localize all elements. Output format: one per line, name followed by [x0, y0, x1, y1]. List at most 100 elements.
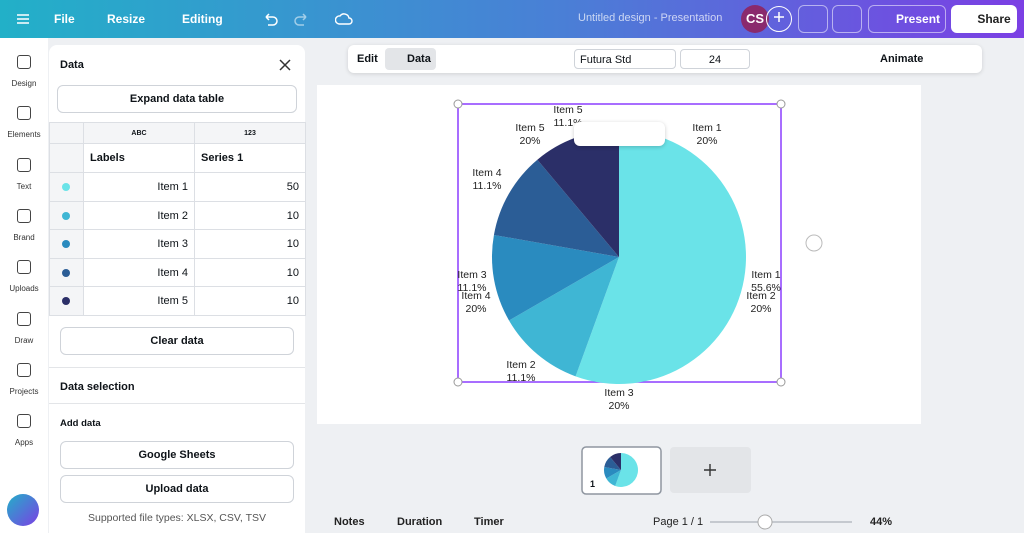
- table-cell: 50: [194, 172, 306, 202]
- thumbnail-slice: [615, 453, 638, 487]
- pie-slice: [493, 159, 619, 257]
- sidebar-label[interactable]: Projects: [9, 386, 39, 396]
- pie-label-value: 11.1%: [507, 372, 536, 384]
- share-button[interactable]: Share: [951, 5, 1017, 33]
- table-cell: 10: [194, 229, 306, 259]
- clear-button[interactable]: Clear data: [60, 327, 294, 355]
- resize-menu[interactable]: Resize: [107, 12, 146, 26]
- series-color: [62, 211, 70, 220]
- pie-slice: [509, 257, 619, 377]
- pie-label-name: Item 3: [457, 269, 486, 281]
- sidebar-label[interactable]: Elements: [7, 130, 41, 140]
- rotate-handle[interactable]: [805, 234, 823, 252]
- add-icon: [704, 464, 716, 476]
- pie-label-name: Item 1: [751, 269, 780, 281]
- table-cell: Item 1: [83, 172, 195, 202]
- upload-button[interactable]: Upload data: [60, 475, 294, 503]
- sidebar-icon[interactable]: [17, 362, 31, 377]
- close-button[interactable]: [279, 59, 291, 71]
- magic-button[interactable]: [7, 494, 39, 526]
- pie-label-value: 20%: [465, 303, 486, 315]
- table-cell: Item 5: [83, 286, 195, 316]
- timer-button[interactable]: Timer: [474, 516, 504, 528]
- pie-slice: [491, 234, 619, 321]
- avatar[interactable]: CS: [741, 5, 769, 33]
- pie-label-name: Item 2: [506, 359, 535, 371]
- pie-label-name: Item 1: [692, 122, 721, 134]
- sidebar-icon[interactable]: [17, 414, 31, 429]
- section-title: Data selection: [60, 381, 135, 393]
- pie-label-name: Item 5: [515, 122, 544, 134]
- table-cell: 10: [194, 286, 306, 316]
- section-title: Add data: [60, 418, 101, 429]
- series-color: [62, 297, 70, 305]
- pie-label-value: 20%: [696, 135, 717, 147]
- sidebar-icon[interactable]: [17, 311, 31, 326]
- cloud-icon[interactable]: [335, 11, 353, 27]
- element-toolbar: [574, 122, 665, 146]
- duration-button[interactable]: Duration: [397, 516, 443, 528]
- zoom-level[interactable]: 44%: [870, 516, 893, 528]
- google-sheets-button[interactable]: Google Sheets: [60, 441, 294, 469]
- resize-handle[interactable]: [776, 377, 786, 387]
- series-color: [62, 183, 70, 191]
- expand-button[interactable]: Expand data table: [57, 85, 297, 113]
- thumbnail-slice: [606, 470, 621, 486]
- sidebar-label[interactable]: Design: [11, 79, 37, 88]
- page-number: 1: [590, 479, 596, 489]
- pie-label-name: Item 5: [553, 104, 582, 116]
- pie-label-value: 20%: [750, 303, 771, 315]
- table-cell: [49, 286, 84, 316]
- font-selector[interactable]: Futura Std: [574, 49, 676, 69]
- sidebar-label[interactable]: Apps: [14, 438, 34, 448]
- present-button[interactable]: Present: [868, 5, 946, 33]
- series-color: [62, 240, 70, 248]
- zoom-handle[interactable]: [757, 514, 773, 530]
- file-menu[interactable]: File: [54, 12, 75, 26]
- undo-redo[interactable]: [262, 11, 322, 27]
- sidebar-icon[interactable]: [17, 208, 31, 223]
- resize-handle[interactable]: [776, 99, 786, 109]
- pie-label-name: Item 2: [746, 290, 775, 302]
- data-panel: Data Expand data table Clear data Data s…: [49, 45, 306, 533]
- insights-button[interactable]: [798, 5, 828, 33]
- resize-handle[interactable]: [453, 377, 463, 387]
- sidebar-label[interactable]: Uploads: [9, 284, 39, 294]
- pie-label-name: Item 3: [604, 387, 633, 399]
- divider: [49, 367, 305, 368]
- sidebar-icon[interactable]: [17, 260, 31, 275]
- editing-menu[interactable]: Editing: [182, 12, 223, 26]
- pie-label-name: Item 4: [461, 290, 490, 302]
- thumbnail-slice: [603, 467, 621, 479]
- table-cell: [49, 172, 84, 202]
- data-button[interactable]: Data: [385, 48, 436, 70]
- menu-icon[interactable]: [16, 12, 30, 26]
- divider: [49, 403, 305, 404]
- pie-label-value: 11.1%: [473, 180, 502, 192]
- context-toolbar: Edit Data Futura Std 24 Animate: [348, 45, 982, 73]
- resize-handle[interactable]: [453, 99, 463, 109]
- sidebar-label[interactable]: Text: [16, 181, 32, 191]
- sidebar: Design Elements Text Brand Uploads Draw Projec…: [0, 38, 48, 533]
- edit-button[interactable]: Edit: [357, 53, 378, 65]
- sidebar-icon[interactable]: [17, 157, 31, 172]
- sidebar-icon[interactable]: [17, 106, 31, 121]
- animate-button[interactable]: Animate: [880, 53, 924, 65]
- notes-button[interactable]: Notes: [334, 516, 365, 528]
- doc-title[interactable]: Untitled design - Presentation: [578, 12, 723, 24]
- pie-label-value: 20%: [608, 400, 629, 412]
- pie-slice: [575, 130, 746, 384]
- font-size[interactable]: 24: [680, 49, 750, 69]
- sidebar-label[interactable]: Draw: [14, 335, 34, 345]
- thumbnail-slice: [610, 453, 621, 470]
- top-bar: File Resize Editing Untitled design - Pr…: [0, 0, 1024, 38]
- pie-label-value: 55.6%: [751, 282, 781, 294]
- series-color: [62, 268, 70, 277]
- comment-button[interactable]: [832, 5, 862, 33]
- supported-types: Supported file types: XLSX, CSV, TSV: [87, 512, 267, 524]
- panel-title: Data: [60, 59, 84, 71]
- add-collaborator[interactable]: [766, 6, 792, 32]
- sidebar-label[interactable]: Brand: [13, 232, 35, 242]
- sidebar-icon[interactable]: [17, 55, 31, 69]
